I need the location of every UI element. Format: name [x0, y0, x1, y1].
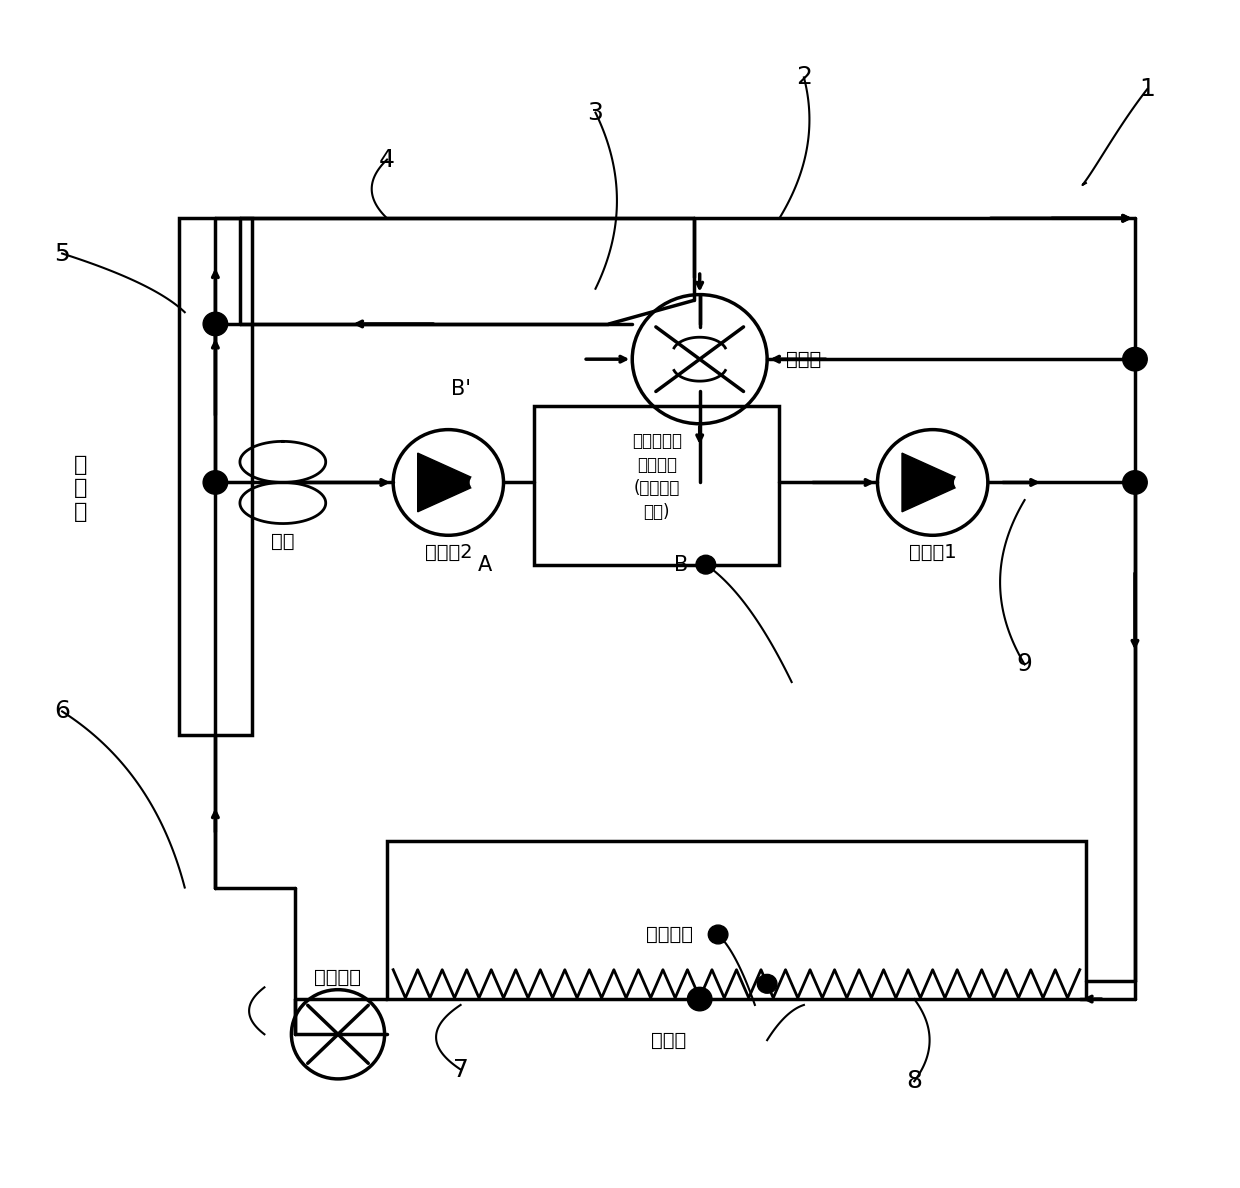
Circle shape — [687, 987, 712, 1011]
Text: 6: 6 — [55, 700, 71, 723]
Bar — [534, 406, 780, 564]
Text: 压缩机2: 压缩机2 — [424, 543, 472, 562]
Circle shape — [1122, 347, 1147, 371]
Text: 电池单元: 电池单元 — [646, 925, 693, 944]
Circle shape — [203, 470, 228, 494]
Polygon shape — [418, 453, 482, 512]
Text: 4: 4 — [379, 147, 396, 171]
Text: 风扇: 风扇 — [272, 532, 295, 551]
Circle shape — [203, 312, 228, 336]
Circle shape — [708, 925, 728, 944]
Text: 冷凝器: 冷凝器 — [651, 1031, 687, 1050]
Text: 2: 2 — [796, 65, 812, 89]
Text: 7: 7 — [453, 1057, 469, 1081]
Circle shape — [758, 974, 777, 993]
Circle shape — [470, 474, 487, 491]
Text: 1: 1 — [1140, 77, 1156, 101]
Text: 9: 9 — [1017, 652, 1033, 676]
Circle shape — [955, 474, 972, 491]
Text: 节流装置: 节流装置 — [315, 968, 362, 987]
Bar — [179, 219, 252, 735]
Circle shape — [696, 555, 715, 574]
Text: 压缩机1: 压缩机1 — [909, 543, 956, 562]
Text: 5: 5 — [55, 241, 69, 265]
Text: B': B' — [450, 379, 471, 398]
Circle shape — [1122, 470, 1147, 494]
Text: A: A — [477, 555, 492, 575]
Text: 换向阀: 换向阀 — [785, 349, 821, 368]
Text: 闪蒸中间冷
却器单元
(内含节流
装置): 闪蒸中间冷 却器单元 (内含节流 装置) — [632, 432, 682, 522]
Polygon shape — [901, 453, 967, 512]
Bar — [387, 841, 1086, 999]
Text: 蒸
发
器: 蒸 发 器 — [74, 455, 87, 522]
Text: B: B — [675, 555, 688, 575]
Text: 3: 3 — [588, 101, 604, 125]
Text: 8: 8 — [906, 1069, 923, 1093]
